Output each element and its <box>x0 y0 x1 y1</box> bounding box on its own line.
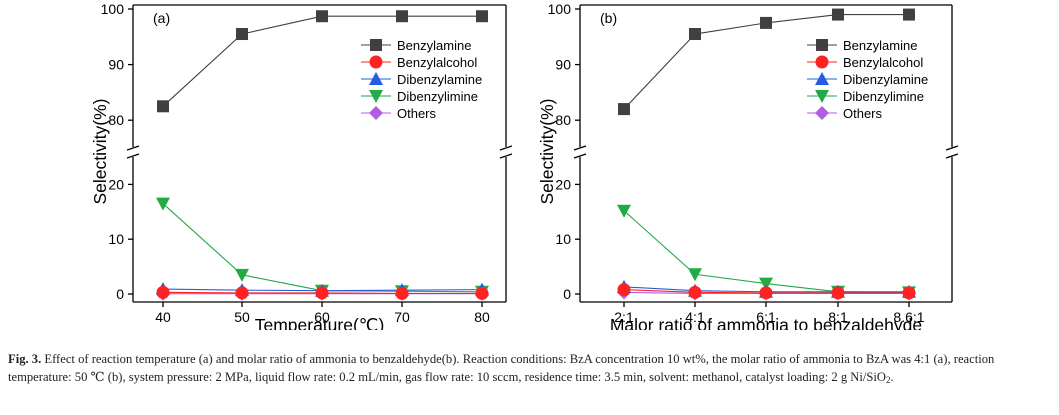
caption-label: Fig. 3. <box>8 352 42 366</box>
panel-label: (b) <box>600 10 617 26</box>
y-tick-label: 80 <box>555 112 571 128</box>
legend-marker <box>369 106 383 120</box>
caption-end: . <box>890 370 894 384</box>
y-tick-label: 90 <box>555 57 571 73</box>
data-point-benzylamine <box>157 100 169 113</box>
x-tick-label: 40 <box>155 309 171 325</box>
x-tick-label: 6:1 <box>756 309 776 325</box>
legend-label-benzylalcohol: Benzylalcohol <box>397 55 477 70</box>
legend-marker <box>370 39 382 51</box>
legend-label-benzylamine: Benzylamine <box>843 38 917 53</box>
caption-text: Effect of reaction temperature (a) and m… <box>8 352 995 384</box>
data-point-benzylalcohol <box>475 286 489 300</box>
data-point-benzylalcohol <box>688 285 702 299</box>
y-tick-label: 10 <box>555 231 571 247</box>
legend-marker <box>816 39 828 51</box>
axis-break-mark <box>126 145 140 151</box>
y-axis-title: Selectivity(%) <box>537 99 557 205</box>
figure-caption: Fig. 3. Effect of reaction temperature (… <box>8 350 1053 389</box>
legend-marker <box>815 90 829 103</box>
data-point-benzylalcohol <box>617 283 631 297</box>
x-axis-title: Malor ratio of ammonia to benzaldehyde <box>610 315 922 330</box>
data-point-benzylamine <box>689 28 701 41</box>
x-tick-label: 4:1 <box>685 309 705 325</box>
data-point-dibenzylimine <box>617 204 631 218</box>
x-axis-title: Temperature(℃) <box>255 315 385 330</box>
chart-panel-a: 80 90 100 0 10 20 40 50 60 70 80 Temperature(℃) Sele… <box>90 1 513 330</box>
data-point-benzylalcohol <box>902 286 916 300</box>
legend-label-others: Others <box>843 106 883 121</box>
data-point-benzylamine <box>618 103 630 116</box>
x-tick-label: 50 <box>234 309 250 325</box>
data-point-benzylalcohol <box>156 285 170 299</box>
legend-marker <box>369 90 383 103</box>
legend-marker <box>369 55 383 69</box>
data-point-benzylamine <box>236 28 248 41</box>
axis-break-mark <box>945 145 959 151</box>
x-tick-label: 2:1 <box>614 309 634 325</box>
x-tick-label: 8:1 <box>828 309 848 325</box>
panel-label: (a) <box>153 10 170 26</box>
legend-label-dibenzylamine: Dibenzylamine <box>397 72 482 87</box>
y-tick-label: 100 <box>101 1 125 17</box>
data-point-benzylamine <box>760 16 772 29</box>
data-point-dibenzylimine <box>156 197 170 211</box>
x-tick-label: 80 <box>474 309 490 325</box>
legend-marker <box>369 72 383 85</box>
axis-break-mark <box>573 145 587 151</box>
axis-break-mark <box>126 153 140 159</box>
y-tick-label: 20 <box>555 176 571 192</box>
y-axis-title: Selectivity(%) <box>90 99 110 205</box>
data-point-benzylamine <box>316 10 328 23</box>
data-point-dibenzylimine <box>759 277 773 291</box>
axis-break-mark <box>573 153 587 159</box>
data-point-benzylalcohol <box>315 286 329 300</box>
legend-label-others: Others <box>397 106 437 121</box>
legend-marker <box>815 72 829 85</box>
caption-subscript: 2 <box>885 375 891 385</box>
data-point-benzylalcohol <box>759 286 773 300</box>
series-line-dibenzylimine <box>162 203 483 293</box>
y-tick-label: 80 <box>108 112 124 128</box>
legend-label-benzylalcohol: Benzylalcohol <box>843 55 923 70</box>
y-tick-label: 100 <box>548 1 572 17</box>
x-tick-label: 8.6:1 <box>893 309 924 325</box>
data-point-benzylamine <box>396 10 408 23</box>
legend-label-benzylamine: Benzylamine <box>397 38 471 53</box>
x-tick-label: 60 <box>314 309 330 325</box>
data-point-benzylamine <box>832 8 844 21</box>
data-point-benzylamine <box>476 10 488 23</box>
legend-label-dibenzylimine: Dibenzylimine <box>397 89 478 104</box>
data-point-dibenzylimine <box>688 268 702 282</box>
y-tick-label: 0 <box>563 286 571 302</box>
axis-break-mark <box>499 153 513 159</box>
y-tick-label: 90 <box>108 57 124 73</box>
data-point-benzylalcohol <box>235 286 249 300</box>
legend-label-dibenzylamine: Dibenzylamine <box>843 72 928 87</box>
legend-label-dibenzylimine: Dibenzylimine <box>843 89 924 104</box>
data-point-dibenzylimine <box>235 268 249 282</box>
legend-marker <box>815 55 829 69</box>
axis-break-mark <box>499 145 513 151</box>
y-tick-label: 10 <box>108 231 124 247</box>
x-tick-label: 70 <box>394 309 410 325</box>
y-tick-label: 0 <box>116 286 124 302</box>
y-tick-label: 20 <box>108 176 124 192</box>
legend-marker <box>815 106 829 120</box>
data-point-benzylalcohol <box>395 286 409 300</box>
axis-break-mark <box>945 153 959 159</box>
data-point-benzylamine <box>903 8 915 21</box>
data-point-benzylalcohol <box>831 286 845 300</box>
